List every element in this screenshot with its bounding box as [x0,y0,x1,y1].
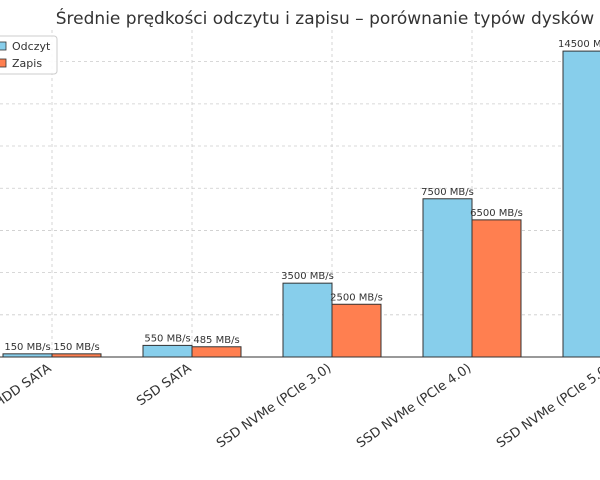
bar-zapis [191,346,242,358]
data-labels: 150 MB/s 550 MB/s 3500 MB/s 7500 MB/s 14500 … [4,39,600,353]
legend-label-odczyt: Odczyt [12,40,51,53]
data-label-zapis: 6500 MB/s [470,208,523,219]
bar-odczyt [142,344,193,358]
legend-label-zapis: Zapis [12,57,42,70]
legend-swatch-zapis [0,58,7,68]
bar-odczyt [282,282,333,358]
x-tick-label: SSD SATA [134,361,194,409]
x-tick-label: HDD SATA [0,361,54,411]
bar-odczyt [562,50,600,358]
bars [2,50,600,358]
x-tick-label: SSD NVMe (PCIe 3.0) [214,361,334,451]
bar-zapis [471,219,522,358]
data-label-zapis: 2500 MB/s [330,292,383,303]
x-tick-labels: HDD SATA SSD SATA SSD NVMe (PCIe 3.0) SSD N… [0,361,600,452]
data-label-zapis: 485 MB/s [193,335,239,346]
legend-box [0,35,58,75]
data-label-odczyt: 550 MB/s [144,333,190,344]
data-label-odczyt: 150 MB/s [4,342,50,353]
chart-title: Średnie prędkości odczytu i zapisu – por… [56,7,595,29]
bar-odczyt [422,198,473,358]
data-label-odczyt: 3500 MB/s [281,271,334,282]
legend: Odczyt Zapis [0,35,58,75]
legend-swatch-odczyt [0,41,7,51]
bar-zapis [331,303,382,358]
data-label-zapis: 150 MB/s [53,342,99,353]
data-label-odczyt: 7500 MB/s [421,187,474,198]
x-tick-label: SSD NVMe (PCIe 5.0) [494,361,600,451]
x-tick-label: SSD NVMe (PCIe 4.0) [354,361,474,451]
data-label-odczyt: 14500 MB/s [558,39,600,50]
